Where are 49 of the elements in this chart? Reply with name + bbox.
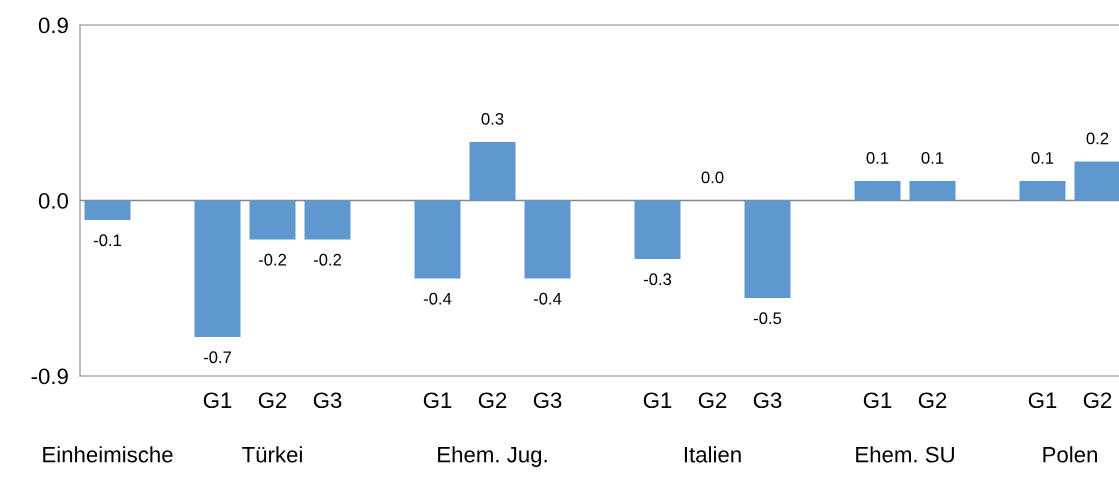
x-tick-label: G2 bbox=[1083, 392, 1112, 409]
bar bbox=[1019, 181, 1066, 201]
x-tick-label: G3 bbox=[753, 392, 782, 409]
data-label: -0.4 bbox=[423, 292, 452, 305]
text: Italien bbox=[684, 446, 741, 463]
bar bbox=[304, 200, 351, 240]
bar bbox=[84, 200, 131, 220]
x-tick-label: G1 bbox=[1028, 392, 1057, 409]
data-label: -0.2 bbox=[313, 253, 342, 266]
y-tick-label: 0.9 bbox=[38, 17, 68, 34]
bar bbox=[1074, 161, 1119, 201]
text: Ehem. Jug. bbox=[438, 446, 547, 467]
x-tick-label: G2 bbox=[698, 392, 727, 409]
data-label: 0.1 bbox=[866, 152, 889, 164]
data-label: -0.7 bbox=[203, 351, 232, 364]
data-label: -0.5 bbox=[753, 312, 782, 325]
bar bbox=[909, 181, 956, 201]
x-tick-label: G2 bbox=[478, 392, 507, 409]
bar bbox=[469, 142, 516, 201]
y-tick-label: -0.9 bbox=[31, 368, 68, 385]
x-tick-label: G1 bbox=[643, 392, 672, 409]
x-tick-label: G3 bbox=[313, 392, 342, 409]
data-label: 0.2 bbox=[1086, 132, 1109, 145]
x-tick-label: G1 bbox=[863, 392, 892, 409]
data-label: -0.2 bbox=[258, 253, 287, 266]
data-label: 0.3 bbox=[481, 113, 504, 125]
y-tick-label: 0.0 bbox=[38, 193, 69, 209]
x-tick-label: G1 bbox=[423, 392, 452, 409]
text: Ehem. SU bbox=[856, 446, 954, 463]
text: Polen bbox=[1043, 446, 1097, 463]
text: Einheimische bbox=[43, 446, 173, 463]
data-label: 0.1 bbox=[1031, 152, 1054, 164]
bar bbox=[414, 200, 461, 279]
bar bbox=[249, 200, 296, 240]
data-label: 0.1 bbox=[921, 152, 944, 164]
bar bbox=[194, 200, 241, 337]
x-tick-label: G3 bbox=[533, 392, 562, 409]
bar bbox=[524, 200, 571, 279]
bar bbox=[634, 200, 681, 259]
bar bbox=[744, 200, 791, 298]
x-tick-label: G2 bbox=[918, 392, 947, 409]
text: Türkei bbox=[242, 446, 302, 463]
data-label: -0.1 bbox=[93, 234, 122, 247]
data-label: -0.3 bbox=[643, 273, 672, 286]
x-tick-label: G1 bbox=[203, 392, 232, 409]
x-tick-label: G2 bbox=[258, 392, 287, 409]
bar bbox=[854, 181, 901, 201]
data-label: -0.4 bbox=[533, 292, 562, 305]
data-label: 0.0 bbox=[701, 171, 724, 184]
